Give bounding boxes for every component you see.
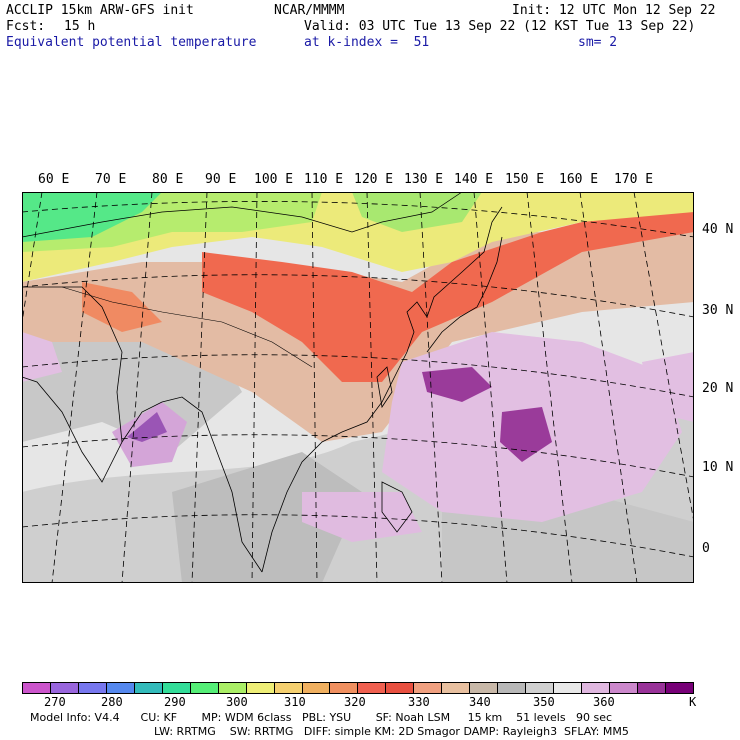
lon-label: 160 E bbox=[559, 172, 599, 187]
colorbar-cell bbox=[610, 683, 638, 693]
lon-label: 140 E bbox=[454, 172, 494, 187]
fcst-label: Fcst: bbox=[6, 19, 46, 34]
lon-label: 80 E bbox=[152, 172, 184, 187]
colorbar-cell bbox=[23, 683, 51, 693]
lon-label: 70 E bbox=[95, 172, 127, 187]
colorbar-label: 340 bbox=[469, 695, 491, 709]
colorbar-cell bbox=[582, 683, 611, 693]
lon-label: 90 E bbox=[205, 172, 237, 187]
colorbar-cell bbox=[470, 683, 499, 693]
colorbar-cell bbox=[134, 683, 163, 693]
lon-label: 150 E bbox=[505, 172, 545, 187]
field-name: Equivalent potential temperature bbox=[6, 35, 257, 50]
lat-label: 10 N bbox=[702, 460, 734, 475]
lon-label: 120 E bbox=[354, 172, 394, 187]
lat-label: 40 N bbox=[702, 222, 734, 237]
colorbar-cell bbox=[442, 683, 471, 693]
colorbar-cell bbox=[414, 683, 443, 693]
smoothing-info: sm= 2 bbox=[578, 35, 618, 50]
colorbar-cell bbox=[106, 683, 135, 693]
colorbar-label: 280 bbox=[101, 695, 123, 709]
level-info: at k-index = 51 bbox=[304, 35, 430, 50]
lon-label: 130 E bbox=[404, 172, 444, 187]
colorbar-cell bbox=[526, 683, 555, 693]
colorbar-label: 290 bbox=[164, 695, 186, 709]
colorbar-cell bbox=[274, 683, 303, 693]
colorbar-label: 300 bbox=[226, 695, 248, 709]
colorbar bbox=[22, 682, 694, 694]
colorbar-unit: K bbox=[689, 695, 697, 709]
model-info-line1: Model Info: V4.4 CU: KF MP: WDM 6class P… bbox=[30, 711, 613, 724]
colorbar-label: 310 bbox=[284, 695, 306, 709]
model-title: ACCLIP 15km ARW-GFS init bbox=[6, 3, 194, 18]
center-title: NCAR/MMMM bbox=[274, 3, 345, 18]
lon-label: 100 E bbox=[254, 172, 294, 187]
lat-label: 30 N bbox=[702, 303, 734, 318]
colorbar-label: 270 bbox=[44, 695, 66, 709]
colorbar-cell bbox=[554, 683, 583, 693]
colorbar-cell bbox=[302, 683, 331, 693]
fcst-value: 15 h bbox=[64, 19, 96, 34]
colorbar-cell bbox=[162, 683, 191, 693]
colorbar-label: 350 bbox=[533, 695, 555, 709]
model-info-line2: LW: RRTMG SW: RRTMG DIFF: simple KM: 2D … bbox=[154, 725, 629, 738]
colorbar-cell bbox=[50, 683, 79, 693]
colorbar-cell bbox=[386, 683, 415, 693]
colorbar-cell bbox=[665, 683, 693, 693]
lat-label: 0 bbox=[702, 541, 710, 556]
lat-label: 20 N bbox=[702, 381, 734, 396]
theta-e-map bbox=[22, 192, 694, 583]
lon-label: 60 E bbox=[38, 172, 70, 187]
colorbar-label: 360 bbox=[593, 695, 615, 709]
lon-label: 170 E bbox=[614, 172, 654, 187]
init-time: Init: 12 UTC Mon 12 Sep 22 bbox=[512, 3, 716, 18]
colorbar-cell bbox=[330, 683, 359, 693]
colorbar-label: 330 bbox=[408, 695, 430, 709]
valid-time: Valid: 03 UTC Tue 13 Sep 22 (12 KST Tue … bbox=[304, 19, 696, 34]
lon-label: 110 E bbox=[304, 172, 344, 187]
colorbar-cell bbox=[637, 683, 666, 693]
colorbar-cell bbox=[190, 683, 219, 693]
colorbar-cell bbox=[218, 683, 247, 693]
colorbar-cell bbox=[358, 683, 387, 693]
colorbar-cell bbox=[498, 683, 527, 693]
colorbar-cell bbox=[246, 683, 275, 693]
colorbar-label: 320 bbox=[344, 695, 366, 709]
colorbar-cell bbox=[78, 683, 107, 693]
